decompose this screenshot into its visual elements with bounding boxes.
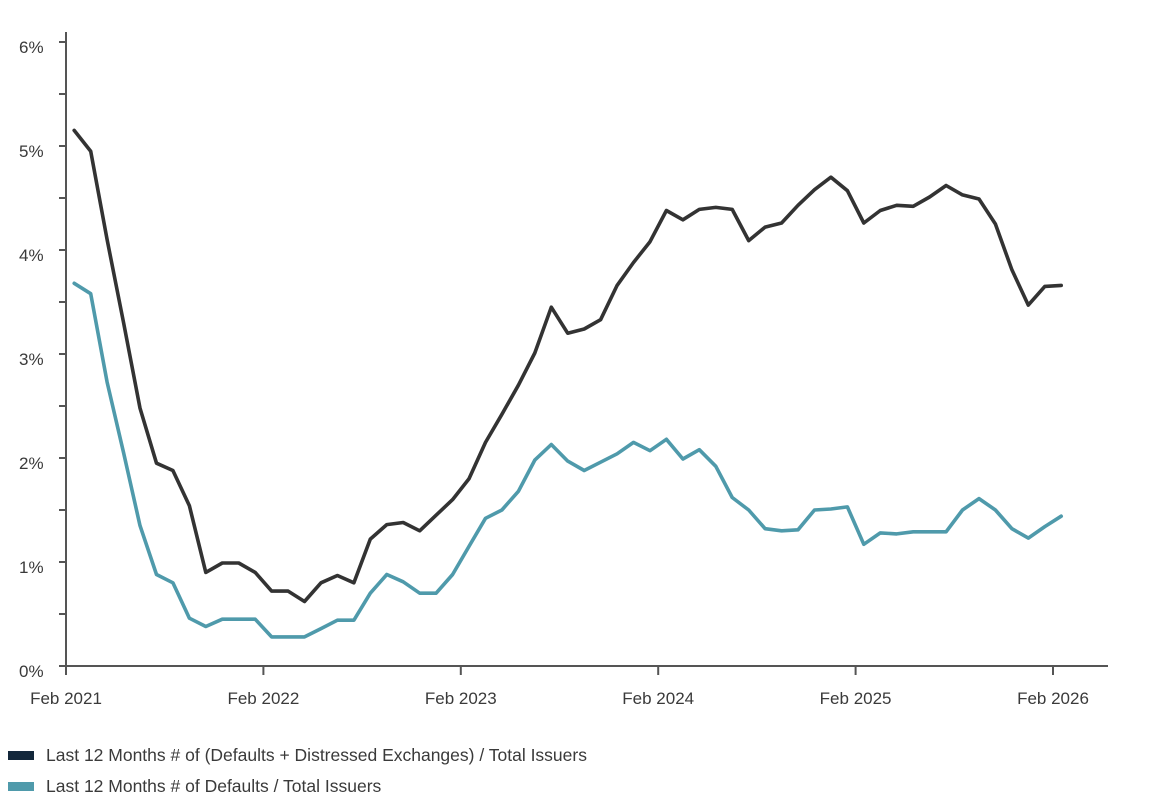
- legend-label-defaults: Last 12 Months # of Defaults / Total Iss…: [46, 776, 382, 796]
- legend-item-defaults: Last 12 Months # of Defaults / Total Iss…: [8, 771, 587, 802]
- y-tick-label: 2%: [19, 454, 44, 473]
- legend-item-defaults-distressed: Last 12 Months # of (Defaults + Distress…: [8, 740, 587, 771]
- chart-legend: Last 12 Months # of (Defaults + Distress…: [8, 740, 587, 802]
- x-tick-label: Feb 2023: [425, 689, 497, 708]
- x-tick-label: Feb 2022: [227, 689, 299, 708]
- y-tick-label: 5%: [19, 142, 44, 161]
- x-tick-label: Feb 2021: [30, 689, 102, 708]
- series-line-defaults: [72, 281, 1063, 639]
- legend-swatch-defaults-distressed: [8, 751, 34, 760]
- x-tick-label: Feb 2026: [1017, 689, 1089, 708]
- series-line-defaults-distressed: [72, 128, 1063, 604]
- y-tick-label: 3%: [19, 350, 44, 369]
- y-tick-label: 1%: [19, 558, 44, 577]
- x-tick-label: Feb 2024: [622, 689, 694, 708]
- y-tick-label: 4%: [19, 246, 44, 265]
- chart-series: [72, 128, 1063, 639]
- y-tick-label: 6%: [19, 38, 44, 57]
- y-tick-label: 0%: [19, 662, 44, 681]
- legend-label-defaults-distressed: Last 12 Months # of (Defaults + Distress…: [46, 745, 587, 765]
- x-tick-label: Feb 2025: [820, 689, 892, 708]
- line-chart: 0% 1% 2% 3% 4% 5% 6% Feb 2021 Feb 2022 Feb 2023 Fe…: [19, 32, 1108, 708]
- legend-swatch-defaults: [8, 782, 34, 791]
- chart-axes: 0% 1% 2% 3% 4% 5% 6% Feb 2021 Feb 2022 Feb 2023 Fe…: [19, 32, 1108, 708]
